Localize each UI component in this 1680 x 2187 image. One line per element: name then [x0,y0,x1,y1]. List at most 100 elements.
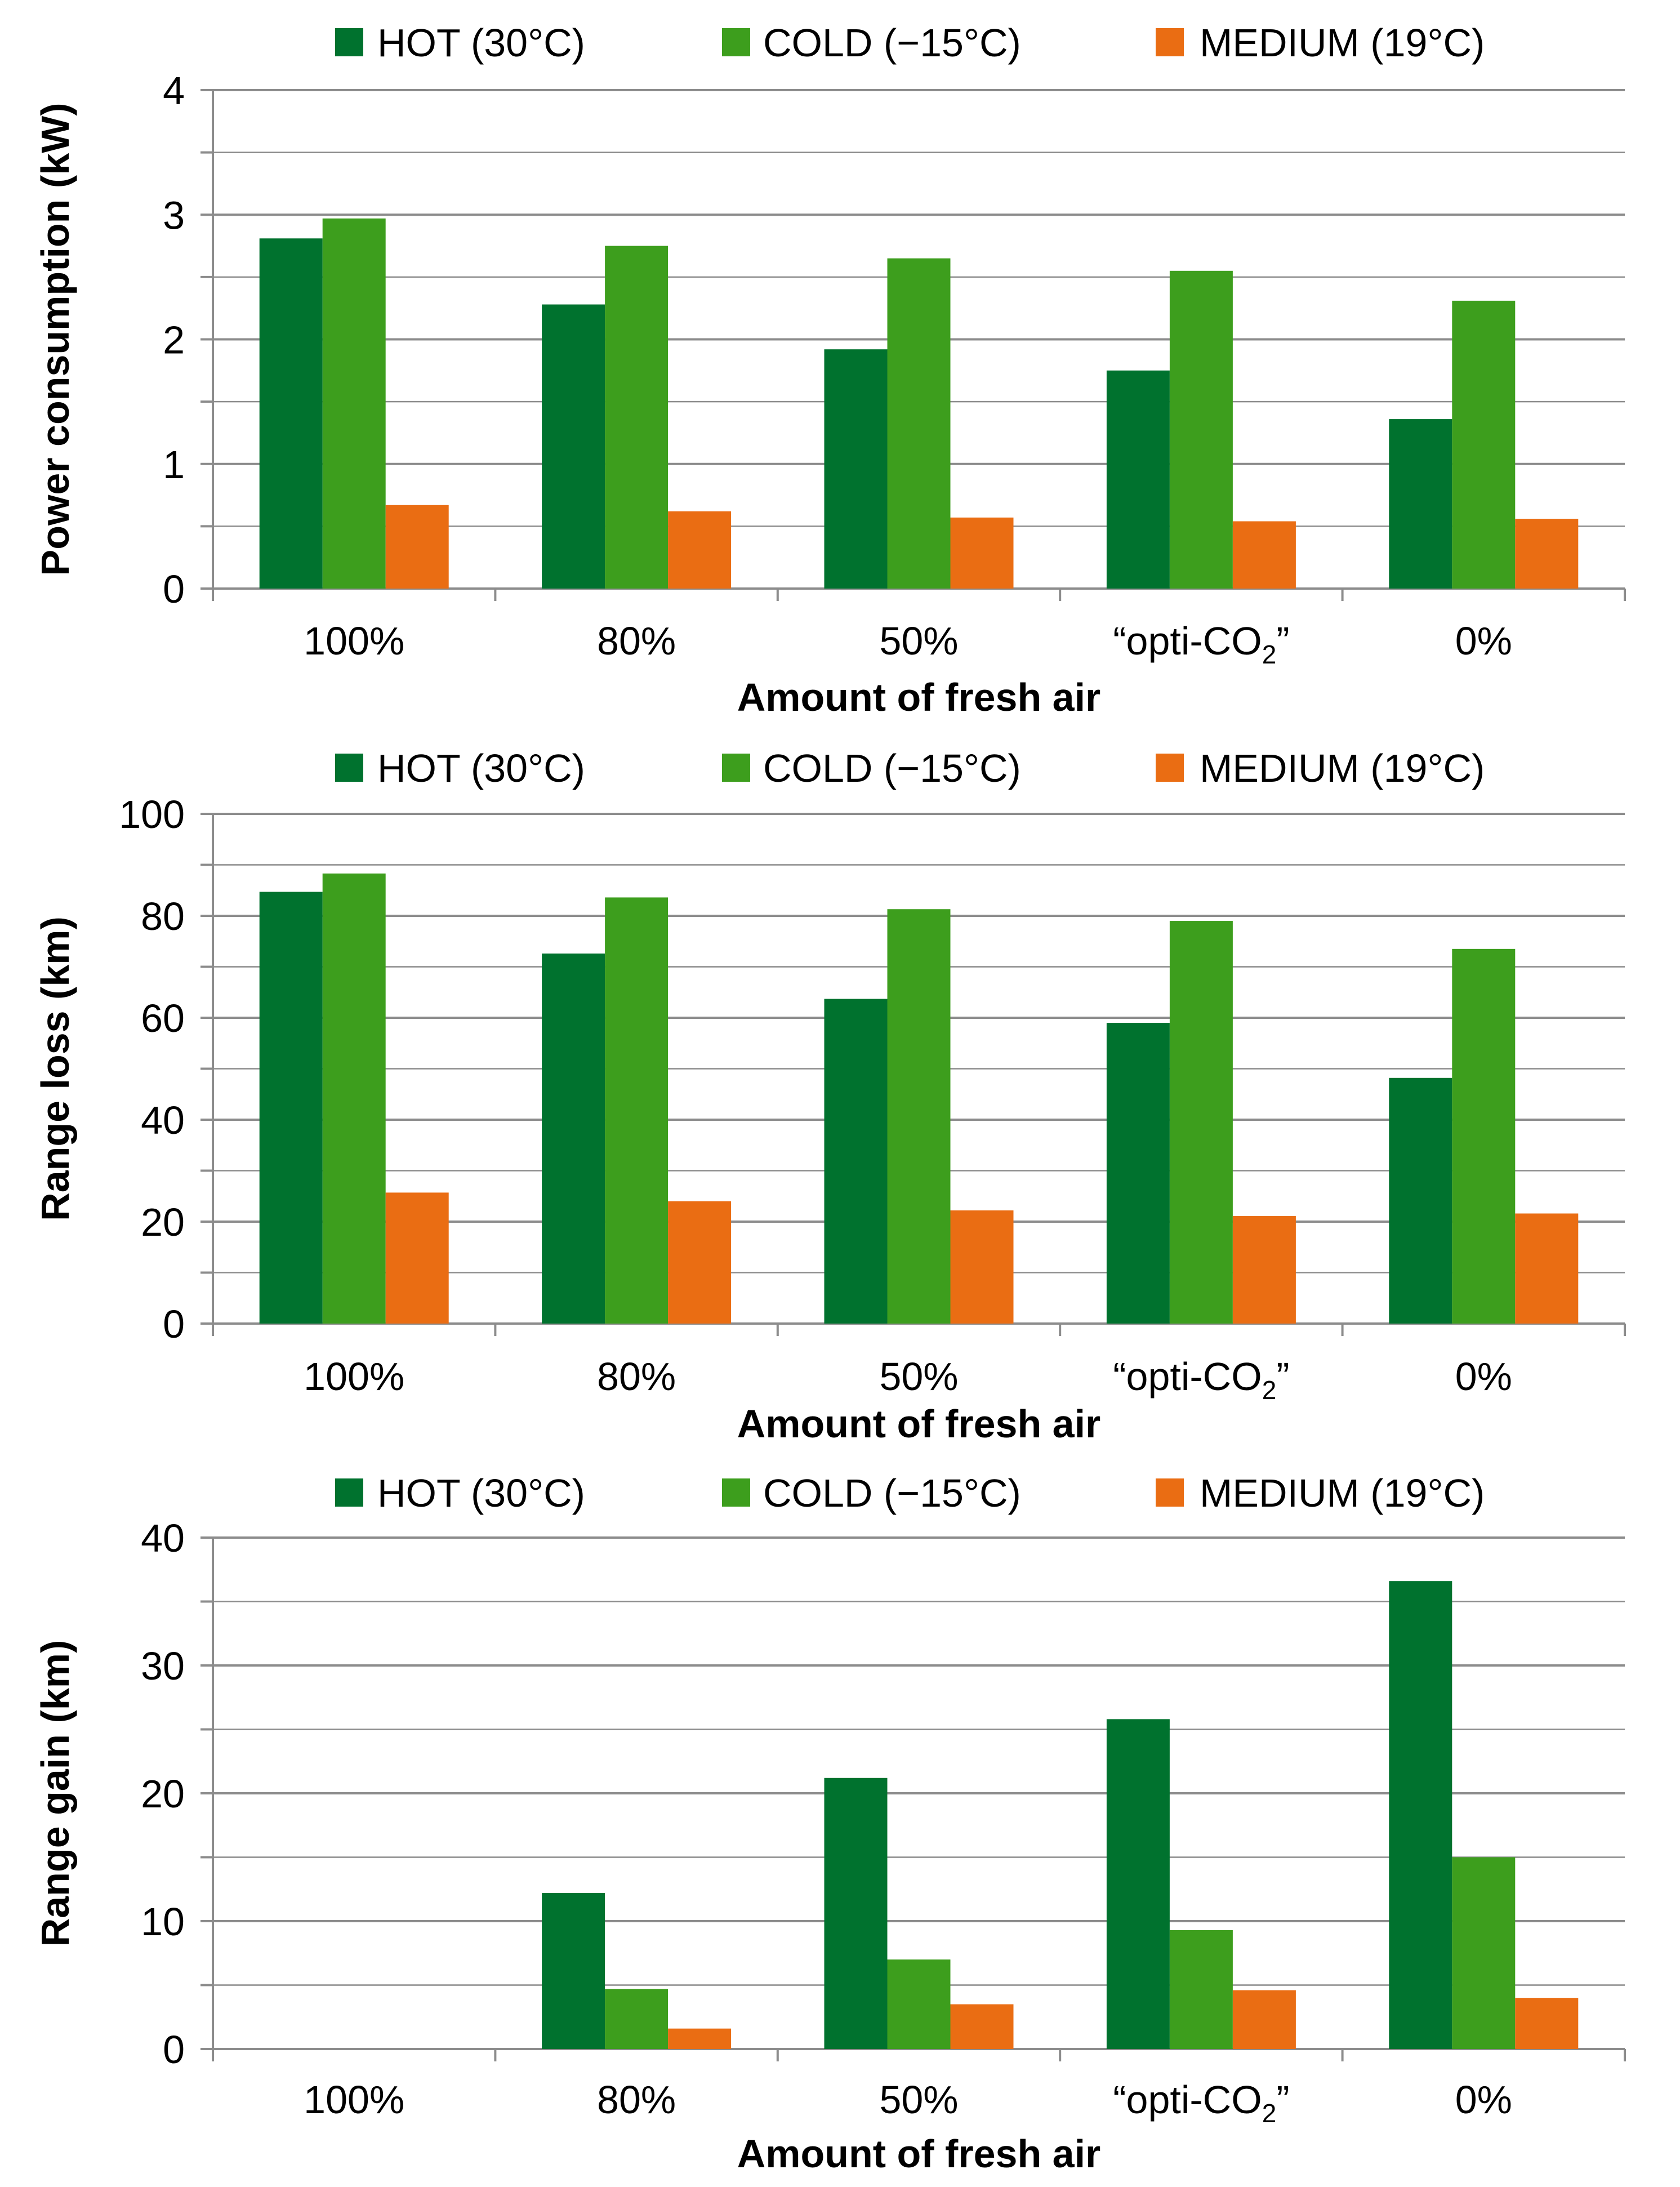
legend: HOT (30°C) COLD (−15°C) MEDIUM (19°C) [335,1471,1485,1515]
bar-hot [825,349,888,589]
bar-hot [825,1778,888,2049]
bar-hot [1389,1078,1452,1324]
legend: HOT (30°C) COLD (−15°C) MEDIUM (19°C) [335,21,1485,65]
y-tick-label: 80 [141,894,185,938]
y-tick-label: 100 [119,792,185,836]
bar-cold [605,246,668,589]
bar-hot [825,999,888,1324]
bar-cold [1452,1858,1515,2050]
y-tick-label: 40 [141,1516,185,1560]
y-axis-title: Range gain (km) [33,1640,77,1947]
y-tick-label: 10 [141,1900,185,1944]
y-tick-label: 0 [163,1302,185,1346]
bar-hot [260,892,323,1324]
legend-swatch-cold [722,754,750,782]
x-tick-label: “opti-CO2” [1113,1355,1289,1405]
bar-medium [386,505,449,589]
x-tick-label: 80% [597,619,676,663]
legend-swatch-hot [335,1478,363,1507]
x-tick-label: “opti-CO2” [1113,619,1289,669]
bar-cold [1452,949,1515,1324]
bar-medium [1515,519,1578,589]
legend-label-hot: HOT (30°C) [377,746,585,790]
bar-cold [888,909,951,1324]
bar-cold [1170,271,1233,589]
bar-cold [323,219,386,589]
x-tick-label: 100% [304,1355,404,1398]
x-tick-label: “opti-CO2” [1113,2078,1289,2128]
bar-hot [1389,419,1452,589]
legend-label-cold: COLD (−15°C) [763,1471,1021,1515]
bar-cold [1170,921,1233,1324]
legend-label-cold: COLD (−15°C) [763,21,1021,65]
y-tick-label: 2 [163,318,185,362]
x-axis-title: Amount of fresh air [737,2132,1101,2176]
bar-cold [888,259,951,589]
x-axis-title: Amount of fresh air [737,1402,1101,1446]
bar-cold [323,874,386,1324]
y-tick-label: 60 [141,996,185,1040]
bar-cold [888,1959,951,2049]
legend-swatch-medium [1156,754,1184,782]
legend-swatch-medium [1156,1478,1184,1507]
bar-medium [951,518,1014,589]
bar-medium [1233,522,1296,589]
bar-cold [1452,301,1515,589]
chart-panel-2: HOT (30°C) COLD (−15°C) MEDIUM (19°C) 0 20 40… [33,746,1625,1446]
x-tick-label: 0% [1455,2078,1512,2122]
legend-label-hot: HOT (30°C) [377,1471,585,1515]
y-tick-label: 0 [163,567,185,611]
bar-hot [1389,1581,1452,2049]
legend-label-medium: MEDIUM (19°C) [1200,1471,1485,1515]
bar-hot [542,1893,605,2049]
bar-hot [260,238,323,589]
legend-swatch-cold [722,1478,750,1507]
bar-medium [386,1192,449,1324]
y-tick-label: 40 [141,1098,185,1142]
legend-swatch-cold [722,28,750,56]
legend-label-cold: COLD (−15°C) [763,746,1021,790]
x-tick-label: 0% [1455,619,1512,663]
bar-medium [668,511,731,589]
legend-label-medium: MEDIUM (19°C) [1200,21,1485,65]
bar-cold [605,897,668,1324]
bar-medium [1515,1214,1578,1324]
y-axis-title: Range loss (km) [33,916,77,1221]
x-tick-label: 100% [304,2078,404,2122]
x-tick-label: 80% [597,2078,676,2122]
x-tick-label: 100% [304,619,404,663]
legend-label-hot: HOT (30°C) [377,21,585,65]
bar-hot [542,954,605,1324]
y-tick-label: 1 [163,443,185,487]
bar-cold [605,1989,668,2049]
bar-hot [1107,1719,1170,2049]
legend-swatch-medium [1156,28,1184,56]
legend: HOT (30°C) COLD (−15°C) MEDIUM (19°C) [335,746,1485,790]
x-tick-label: 80% [597,1355,676,1398]
y-axis-title: Power consumption (kW) [33,103,77,576]
bar-hot [1107,1023,1170,1324]
bar-cold [1170,1930,1233,2049]
legend-label-medium: MEDIUM (19°C) [1200,746,1485,790]
legend-swatch-hot [335,754,363,782]
y-tick-label: 4 [163,69,185,113]
y-tick-label: 20 [141,1772,185,1816]
x-tick-label: 50% [879,619,958,663]
bar-medium [1233,1990,1296,2049]
bar-medium [951,2005,1014,2049]
y-tick-label: 20 [141,1200,185,1244]
x-tick-label: 0% [1455,1355,1512,1398]
y-tick-label: 0 [163,2028,185,2072]
bar-medium [1515,1998,1578,2049]
bar-hot [542,305,605,589]
x-axis-title: Amount of fresh air [737,675,1101,719]
bar-medium [668,1201,731,1324]
bar-medium [951,1210,1014,1324]
bar-medium [1233,1216,1296,1324]
y-tick-label: 3 [163,193,185,237]
x-tick-label: 50% [879,1355,958,1398]
y-tick-label: 30 [141,1644,185,1688]
chart-panel-1: HOT (30°C) COLD (−15°C) MEDIUM (19°C) 0 1 2 3 4… [33,21,1625,719]
bar-medium [668,2029,731,2049]
